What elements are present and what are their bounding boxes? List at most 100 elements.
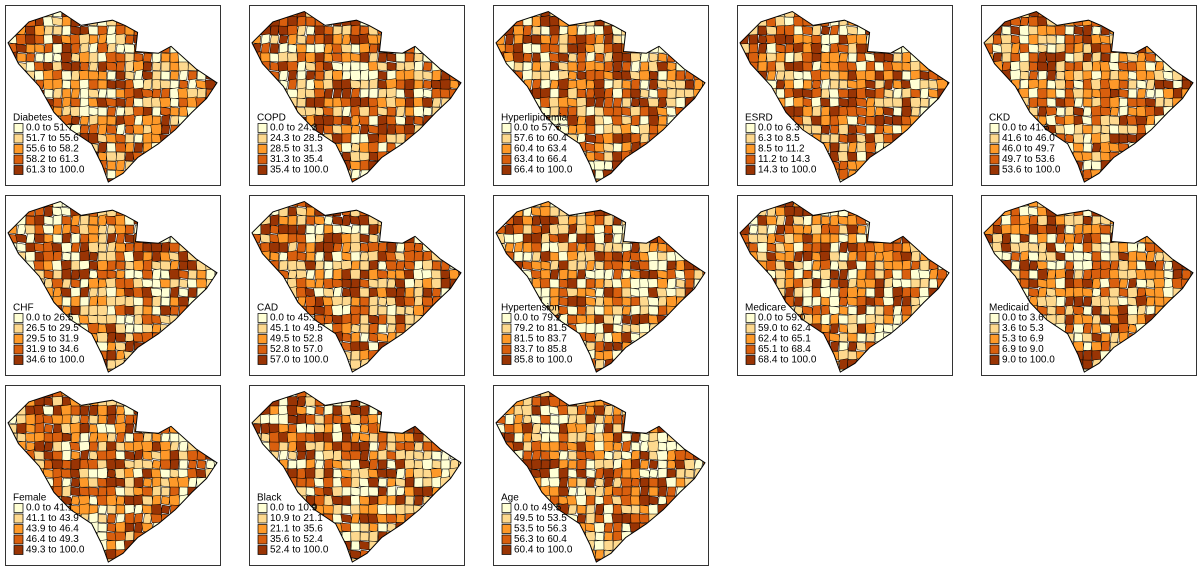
tract <box>839 287 848 298</box>
tract <box>89 305 98 315</box>
tract <box>350 53 361 62</box>
tract <box>911 107 920 116</box>
tract <box>1047 270 1056 279</box>
tract <box>396 106 405 117</box>
legend-label: 0.0 to 6.3 <box>758 123 800 134</box>
tract <box>1146 89 1155 98</box>
tract <box>34 234 44 243</box>
tract <box>116 270 125 279</box>
tract <box>61 52 73 62</box>
legend-label: 83.7 to 85.8 <box>514 344 567 355</box>
legend-label: 79.2 to 81.5 <box>514 323 567 334</box>
tract <box>857 270 866 280</box>
tract <box>576 224 586 235</box>
tract <box>857 324 866 333</box>
tract <box>26 216 35 225</box>
tract <box>793 71 803 80</box>
tract <box>116 261 125 270</box>
tract <box>911 261 920 270</box>
tract <box>1029 279 1038 288</box>
tract <box>911 251 920 261</box>
tract <box>179 270 188 279</box>
tract <box>70 80 80 89</box>
legend-swatch <box>258 155 267 164</box>
tract <box>613 107 622 116</box>
tract <box>395 116 406 125</box>
tract <box>594 161 606 170</box>
tract <box>306 243 315 253</box>
tract <box>586 98 595 107</box>
legend-swatch <box>502 356 511 365</box>
tract <box>1020 61 1030 72</box>
tract <box>640 53 649 63</box>
tract <box>1155 270 1164 279</box>
tract <box>883 71 894 81</box>
tract <box>631 297 640 306</box>
tract <box>595 243 604 252</box>
tract <box>187 279 197 288</box>
tract <box>676 89 685 98</box>
tract <box>559 297 568 306</box>
tract <box>125 134 134 143</box>
tract <box>1083 342 1092 351</box>
tract <box>270 215 279 227</box>
tract <box>883 125 893 134</box>
tract <box>107 332 116 342</box>
tract <box>360 52 369 63</box>
tract <box>378 134 387 143</box>
tract <box>658 297 667 307</box>
tract <box>341 225 353 234</box>
tract <box>152 279 161 288</box>
tract <box>1092 315 1101 324</box>
tract <box>567 306 578 315</box>
tract <box>1074 234 1083 244</box>
tract <box>107 125 117 134</box>
tract <box>847 116 859 125</box>
tract <box>1065 53 1074 62</box>
tract <box>649 260 658 270</box>
tract <box>98 124 107 135</box>
tract <box>639 242 650 253</box>
tract <box>1082 333 1093 342</box>
tract <box>785 52 794 63</box>
tract <box>884 261 893 270</box>
tract <box>396 134 405 144</box>
legend-label: 60.4 to 63.4 <box>514 144 567 155</box>
tract <box>911 89 921 98</box>
tract <box>44 26 53 35</box>
tract <box>577 234 586 243</box>
tract <box>423 278 433 290</box>
tract <box>1074 279 1084 289</box>
tract <box>333 34 342 46</box>
tract <box>1065 315 1074 325</box>
tract <box>531 35 542 44</box>
tract <box>1037 89 1047 99</box>
tract <box>387 279 396 288</box>
tract <box>1164 261 1173 270</box>
legend-swatch <box>502 134 511 143</box>
tract <box>124 115 136 127</box>
tract <box>821 234 830 243</box>
tract <box>595 297 604 306</box>
tract <box>568 107 577 116</box>
tract <box>115 342 126 351</box>
tract <box>106 52 118 63</box>
tract <box>270 26 279 35</box>
tract <box>368 125 379 134</box>
tract <box>531 44 542 53</box>
tract <box>125 296 134 307</box>
tract <box>106 152 116 161</box>
tract <box>306 279 315 288</box>
tract <box>1128 80 1137 89</box>
tract <box>785 25 795 37</box>
tract <box>1100 324 1112 333</box>
legend-label: 35.4 to 100.0 <box>270 165 329 176</box>
tract <box>1074 26 1083 35</box>
tract <box>324 216 333 225</box>
tract <box>1047 35 1056 44</box>
tract <box>577 116 586 125</box>
tract <box>839 134 848 143</box>
tract <box>766 260 776 271</box>
tract <box>107 351 116 361</box>
tract <box>43 79 54 90</box>
